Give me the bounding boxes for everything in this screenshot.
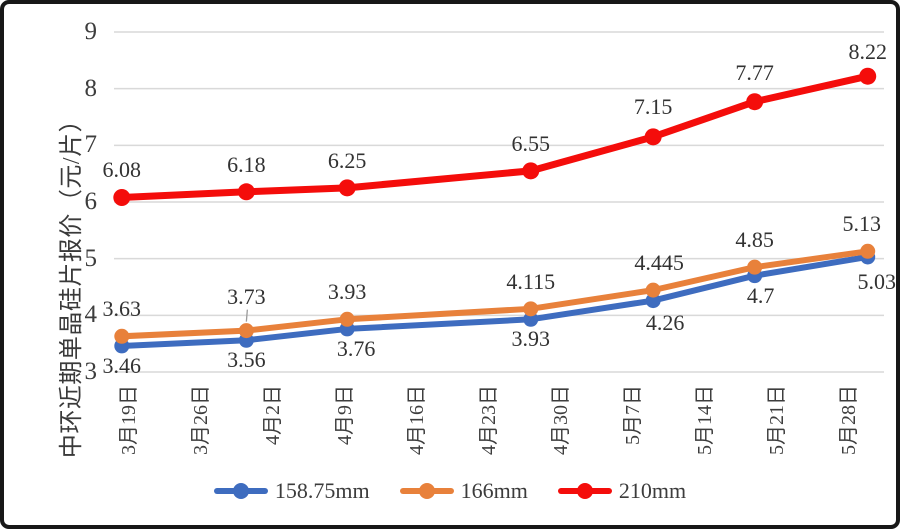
data-label-158.75mm: 4.7 [746, 282, 775, 308]
legend-marker-icon [213, 482, 268, 500]
legend-item-158.75mm: 158.75mm [213, 478, 370, 504]
x-tick-label: 5月28日 [838, 385, 860, 455]
legend-item-210mm: 210mm [557, 478, 687, 504]
data-point-166mm [860, 243, 876, 259]
data-point-166mm [114, 328, 130, 344]
legend-marker-icon [557, 482, 612, 500]
data-point-210mm [113, 188, 131, 206]
y-tick-label: 3 [84, 358, 98, 385]
x-tick-label: 4月2日 [262, 385, 284, 445]
data-point-210mm [338, 179, 356, 197]
data-label-158.75mm: 3.76 [336, 335, 376, 361]
data-point-210mm [522, 162, 540, 180]
data-point-166mm [747, 259, 763, 275]
data-label-210mm: 6.25 [327, 147, 367, 173]
data-label-166mm: 3.93 [327, 279, 367, 305]
y-tick-label: 5 [84, 244, 98, 272]
label-leader-line [245, 309, 249, 322]
data-label-166mm: 4.115 [506, 268, 556, 294]
x-tick-label: 4月16日 [406, 385, 428, 455]
x-tick-label: 5月14日 [694, 385, 716, 455]
x-tick-label: 4月23日 [478, 385, 500, 455]
legend-label: 158.75mm [274, 478, 370, 503]
data-label-210mm: 7.77 [735, 59, 774, 85]
y-tick-label: 4 [84, 301, 98, 329]
x-tick-label: 4月30日 [550, 385, 572, 455]
data-label-210mm: 7.15 [633, 93, 673, 119]
legend-dot [232, 483, 249, 499]
plot-area [113, 31, 884, 373]
y-tick-label: 8 [84, 74, 98, 102]
data-point-210mm [746, 93, 764, 111]
data-label-158.75mm: 4.26 [645, 309, 685, 335]
data-point-166mm [339, 311, 355, 327]
x-tick-label: 4月9日 [334, 385, 356, 445]
x-tick-label: 3月19日 [118, 385, 140, 455]
x-tick-label: 5月7日 [622, 385, 644, 445]
data-label-166mm: 3.63 [102, 296, 142, 322]
data-point-158.75mm [645, 293, 661, 309]
data-label-166mm: 4.85 [735, 227, 774, 253]
data-point-158.75mm [523, 311, 539, 327]
legend-item-166mm: 166mm [399, 478, 528, 504]
legend: 158.75mm 166mm 210mm [4, 478, 896, 504]
data-label-166mm: 5.13 [842, 211, 881, 237]
data-label-210mm: 6.18 [227, 151, 266, 177]
data-label-158.75mm: 5.03 [857, 268, 896, 294]
data-label-210mm: 6.08 [102, 157, 142, 183]
data-label-166mm: 3.73 [227, 283, 266, 309]
legend-dot [576, 483, 593, 499]
data-label-158.75mm: 3.56 [227, 347, 266, 373]
data-point-210mm [644, 128, 662, 146]
y-tick-label: 7 [84, 131, 98, 159]
y-tick-label: 9 [84, 18, 98, 45]
legend-label: 210mm [618, 478, 687, 503]
x-tick-label: 5月21日 [766, 385, 788, 455]
data-point-166mm [238, 323, 254, 339]
data-label-158.75mm: 3.93 [511, 326, 551, 352]
data-label-210mm: 6.55 [511, 130, 551, 156]
y-tick-label: 6 [84, 188, 98, 215]
data-point-166mm [523, 301, 539, 317]
legend-marker-icon [399, 482, 454, 500]
legend-dot [418, 483, 435, 499]
x-tick-label: 3月26日 [190, 385, 212, 455]
data-label-158.75mm: 3.46 [102, 352, 142, 378]
data-label-166mm: 4.445 [634, 250, 684, 276]
legend-label: 166mm [460, 478, 528, 503]
data-point-210mm [237, 183, 255, 201]
data-point-210mm [859, 67, 877, 85]
data-label-210mm: 8.22 [848, 39, 887, 65]
data-point-166mm [645, 282, 661, 298]
